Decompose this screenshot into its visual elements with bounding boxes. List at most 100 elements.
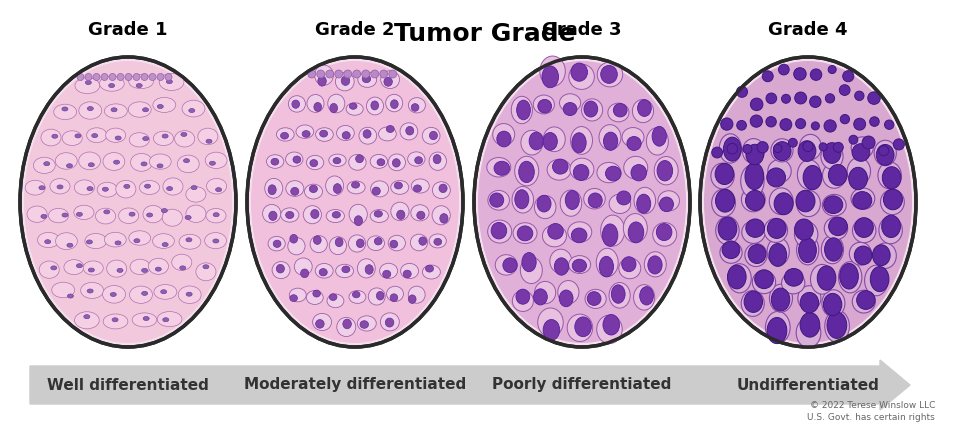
Ellipse shape (854, 246, 871, 265)
Ellipse shape (320, 130, 328, 137)
Ellipse shape (86, 128, 107, 142)
Ellipse shape (878, 146, 888, 156)
Ellipse shape (386, 94, 402, 112)
Ellipse shape (286, 180, 303, 196)
Ellipse shape (141, 73, 148, 80)
Text: Undifferentiated: Undifferentiated (735, 378, 879, 392)
Ellipse shape (384, 77, 391, 86)
Ellipse shape (117, 268, 123, 272)
Ellipse shape (842, 71, 853, 82)
Ellipse shape (93, 73, 100, 80)
Ellipse shape (315, 319, 324, 328)
Ellipse shape (86, 240, 92, 244)
Ellipse shape (793, 68, 805, 80)
Ellipse shape (747, 245, 766, 264)
Ellipse shape (319, 269, 327, 276)
Ellipse shape (768, 243, 786, 267)
Ellipse shape (351, 182, 359, 188)
Ellipse shape (600, 66, 616, 83)
Ellipse shape (141, 268, 147, 272)
Ellipse shape (125, 73, 132, 80)
Ellipse shape (735, 86, 747, 97)
Ellipse shape (818, 143, 827, 151)
Ellipse shape (838, 85, 849, 95)
Ellipse shape (568, 64, 594, 90)
Ellipse shape (736, 121, 745, 130)
Ellipse shape (88, 268, 94, 272)
Ellipse shape (359, 127, 376, 144)
Ellipse shape (212, 239, 219, 243)
Ellipse shape (512, 291, 533, 312)
Ellipse shape (247, 57, 462, 347)
Ellipse shape (142, 205, 163, 223)
Ellipse shape (361, 75, 370, 83)
Ellipse shape (486, 157, 511, 177)
Ellipse shape (495, 255, 516, 275)
Ellipse shape (762, 71, 772, 82)
Ellipse shape (167, 80, 172, 83)
Ellipse shape (645, 128, 668, 155)
Ellipse shape (342, 319, 351, 329)
Ellipse shape (328, 154, 346, 166)
Ellipse shape (349, 205, 367, 224)
Ellipse shape (796, 235, 818, 265)
Ellipse shape (359, 321, 368, 328)
Ellipse shape (383, 271, 391, 278)
Ellipse shape (621, 128, 643, 147)
Ellipse shape (516, 100, 530, 120)
Ellipse shape (140, 180, 159, 194)
Ellipse shape (799, 292, 818, 313)
Ellipse shape (27, 206, 47, 222)
Ellipse shape (376, 291, 384, 300)
Ellipse shape (433, 238, 441, 245)
Ellipse shape (352, 291, 359, 298)
Ellipse shape (534, 195, 555, 218)
Ellipse shape (157, 164, 163, 168)
Ellipse shape (391, 180, 408, 194)
Ellipse shape (848, 167, 866, 190)
Ellipse shape (745, 219, 764, 237)
Ellipse shape (875, 145, 893, 165)
Ellipse shape (528, 132, 543, 150)
Ellipse shape (280, 208, 298, 222)
Ellipse shape (882, 166, 900, 189)
Ellipse shape (349, 291, 365, 303)
Ellipse shape (342, 132, 350, 139)
Ellipse shape (824, 310, 849, 342)
Ellipse shape (773, 144, 781, 153)
Ellipse shape (280, 132, 288, 139)
Ellipse shape (153, 97, 175, 112)
Ellipse shape (772, 142, 791, 161)
Ellipse shape (567, 222, 591, 242)
Ellipse shape (609, 194, 630, 214)
Ellipse shape (419, 237, 426, 245)
Ellipse shape (304, 184, 322, 199)
Ellipse shape (768, 188, 793, 215)
Ellipse shape (315, 264, 332, 278)
Ellipse shape (41, 215, 47, 218)
Ellipse shape (335, 264, 354, 277)
Ellipse shape (422, 127, 440, 144)
Ellipse shape (425, 265, 433, 272)
Text: Grade 1: Grade 1 (88, 21, 168, 39)
Ellipse shape (742, 145, 751, 153)
Ellipse shape (390, 294, 397, 302)
Ellipse shape (205, 152, 227, 169)
Ellipse shape (796, 318, 820, 348)
Ellipse shape (749, 115, 762, 127)
Ellipse shape (307, 70, 316, 78)
Ellipse shape (336, 125, 354, 141)
Ellipse shape (571, 63, 587, 81)
Ellipse shape (306, 155, 324, 170)
Ellipse shape (130, 286, 152, 303)
Ellipse shape (288, 237, 304, 255)
Ellipse shape (863, 265, 887, 296)
Ellipse shape (185, 215, 191, 219)
Ellipse shape (129, 212, 135, 216)
Ellipse shape (167, 187, 172, 191)
Ellipse shape (326, 70, 333, 78)
Ellipse shape (306, 94, 324, 112)
Ellipse shape (103, 187, 109, 191)
Ellipse shape (770, 288, 789, 311)
Ellipse shape (296, 125, 313, 139)
